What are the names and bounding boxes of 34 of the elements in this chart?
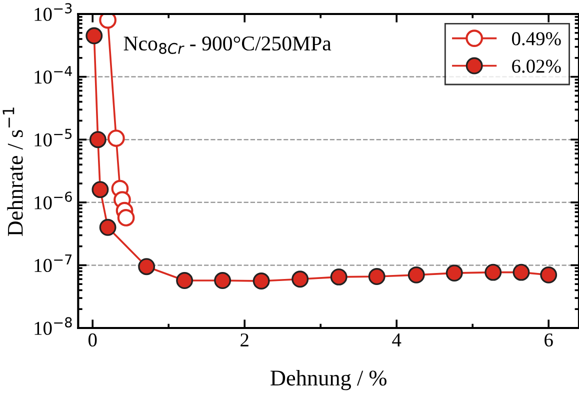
point [512, 264, 530, 281]
point [446, 264, 463, 282]
point [330, 268, 348, 286]
point [117, 209, 135, 226]
point [408, 266, 425, 284]
legend-label: 0.49% [512, 32, 561, 46]
point [368, 268, 386, 286]
point [138, 258, 156, 276]
legend-label: 6.02% [512, 60, 561, 73]
y-tick-label: 10$^{−8}$ [34, 317, 72, 335]
x-tick-label: 2 [240, 333, 248, 346]
x-axis-title: Dehnung / % [270, 370, 386, 390]
point [540, 266, 558, 284]
point [89, 131, 106, 148]
x-tick-label: 6 [544, 333, 553, 347]
y-tick-label: 10$^{−5}$ [34, 128, 72, 146]
point [107, 130, 125, 147]
point [99, 218, 116, 236]
x-tick-label: 4 [392, 334, 402, 346]
point [92, 181, 109, 198]
x-tick-label: 0 [88, 333, 97, 347]
annotation: Nco$_{8Cr}$ - 900°C/250MPa [124, 36, 332, 54]
point [484, 264, 502, 281]
point [214, 272, 232, 290]
y-tick-label: 10$^{−3}$ [34, 3, 72, 21]
point [86, 27, 103, 44]
point [292, 270, 309, 288]
y-tick-label: 10$^{−6}$ [34, 192, 72, 210]
y-tick-label: 10$^{−7}$ [34, 254, 72, 272]
point [252, 272, 270, 290]
point [176, 272, 194, 290]
point [99, 14, 116, 29]
y-tick-label: 10$^{−4}$ [34, 66, 72, 84]
y-axis-title: Dehnrate / s$^{−1}$ [2, 108, 23, 236]
